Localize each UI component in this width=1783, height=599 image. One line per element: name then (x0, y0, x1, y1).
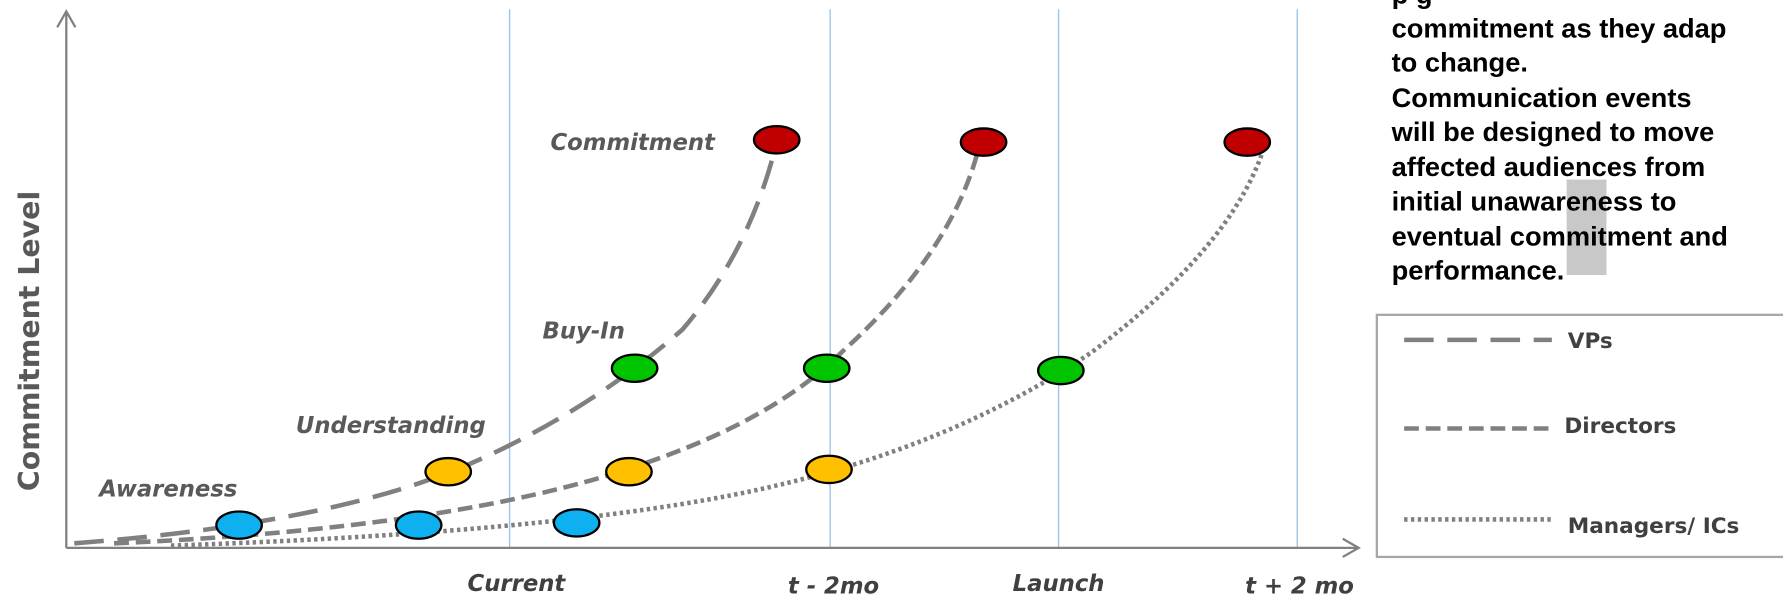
stage-label: Commitment (551, 130, 717, 156)
note-line: performance. (1392, 255, 1565, 286)
legend-label: Directors (1564, 414, 1676, 439)
vps-curve (74, 141, 779, 546)
note-line: initial unawareness to (1392, 185, 1677, 216)
note-line: affected audiences from (1392, 151, 1706, 182)
legend-label: VPs (1568, 329, 1613, 354)
legend-box (1375, 313, 1783, 559)
note-line: will be designed to move (1391, 116, 1715, 147)
note-line: to change. (1392, 47, 1528, 78)
time-label: Launch (1013, 571, 1105, 597)
axes (56, 9, 1361, 558)
highlight (1566, 179, 1607, 276)
time-label: t + 2 mo (1245, 573, 1354, 599)
note-line: eventual commitment and (1392, 221, 1728, 252)
axis-label: Commitment Level (13, 191, 46, 491)
stage-label: Buy-In (543, 319, 625, 345)
directors-curve (113, 141, 983, 546)
markers (215, 125, 1272, 540)
legend-label: Managers/ ICs (1568, 514, 1740, 539)
stage-label: Awareness (97, 477, 237, 503)
time-label: t - 2mo (788, 573, 879, 599)
note-fragment: p g (1392, 0, 1433, 9)
time-label: Current (468, 571, 567, 597)
managers-curve (170, 152, 1265, 548)
note-line: Communication events (1392, 82, 1692, 113)
note: p g commitment as they adap to change. C… (1391, 0, 1728, 286)
note-line: commitment as they adap (1392, 13, 1727, 44)
stage-label: Understanding (296, 413, 486, 439)
